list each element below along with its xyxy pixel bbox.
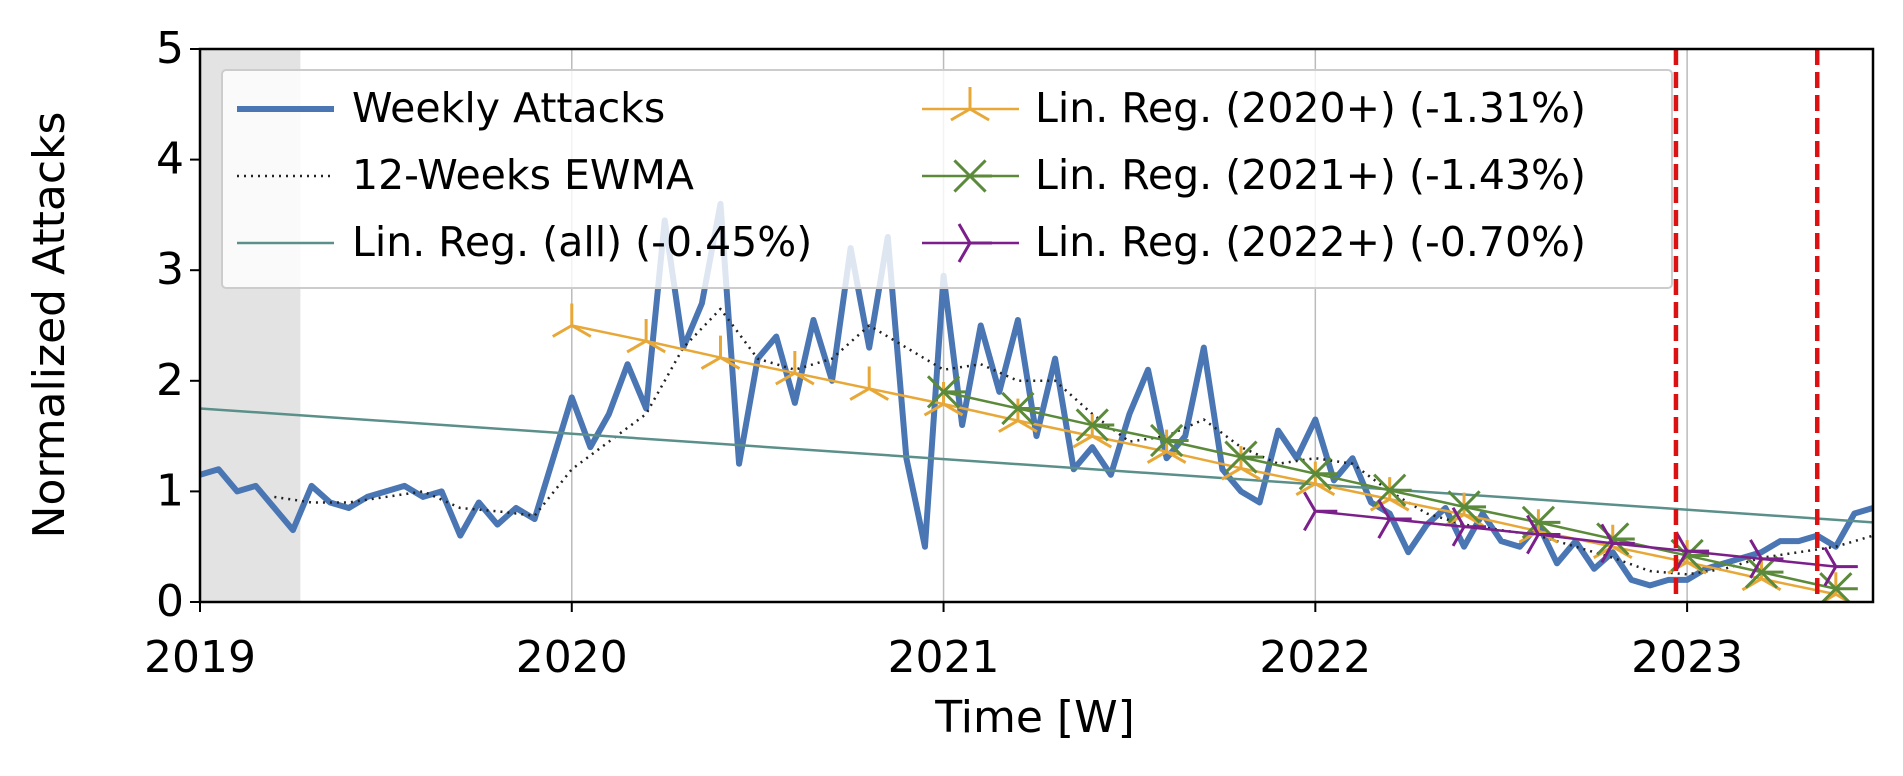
y-tick-label: 0: [156, 576, 184, 627]
plot-frame: [198, 47, 1875, 604]
marker: [1075, 408, 1115, 442]
marker: [1749, 539, 1784, 579]
marker: [1150, 423, 1189, 458]
marker: [1526, 514, 1561, 555]
legend-box: [221, 69, 1673, 289]
line: [200, 407, 1873, 524]
marker: [957, 223, 992, 263]
series: [200, 200, 1873, 589]
marker: [1600, 523, 1635, 564]
marker: [1298, 457, 1338, 491]
marker: [551, 303, 592, 338]
y-axis-label: Normalized Attacks: [24, 112, 75, 539]
series: [200, 407, 1873, 524]
y-tick-label: 1: [156, 465, 184, 516]
marker: [1001, 391, 1040, 426]
marker: [1444, 492, 1484, 527]
y-tick-label: 5: [156, 23, 184, 74]
legend-label: Lin. Reg. (2022+) (-0.70%): [1035, 218, 1586, 266]
x-axis-label: Time [W]: [934, 692, 1135, 743]
marker: [1823, 546, 1858, 587]
line: [274, 307, 1873, 576]
marker: [950, 87, 990, 122]
y-tick-label: 2: [156, 355, 184, 406]
series: [1303, 491, 1858, 587]
legend-label: 12-Weeks EWMA: [352, 151, 694, 199]
marker: [1819, 572, 1858, 602]
legend-label: Weekly Attacks: [352, 84, 665, 132]
marker: [1744, 555, 1784, 589]
x-tick-label: 2019: [144, 632, 256, 683]
marker: [1221, 446, 1261, 481]
x-tick-label: 2020: [516, 632, 628, 683]
legend-label: Lin. Reg. (all) (-0.45%): [352, 218, 812, 266]
y-tick-label: 4: [156, 134, 184, 185]
series: [274, 307, 1873, 576]
marker: [1303, 491, 1338, 532]
marker: [700, 335, 741, 370]
marker: [849, 366, 890, 401]
y-tick-label: 3: [156, 244, 184, 295]
marker: [626, 318, 666, 354]
x-tick-label: 2022: [1259, 632, 1371, 683]
marker: [1451, 506, 1487, 547]
line: [200, 200, 1873, 589]
marker: [1373, 473, 1412, 507]
x-tick-label: 2021: [888, 632, 1000, 683]
marker: [1377, 499, 1412, 539]
series: [926, 375, 1858, 602]
legend-label: Lin. Reg. (2021+) (-1.43%): [1035, 151, 1586, 199]
marker: [1521, 505, 1561, 539]
marker: [926, 375, 966, 409]
legend-label: Lin. Reg. (2020+) (-1.31%): [1035, 84, 1586, 132]
marker: [775, 351, 815, 386]
marker: [1072, 414, 1113, 449]
marker: [1224, 440, 1263, 474]
x-tick-label: 2023: [1631, 632, 1743, 683]
marker: [953, 159, 992, 193]
